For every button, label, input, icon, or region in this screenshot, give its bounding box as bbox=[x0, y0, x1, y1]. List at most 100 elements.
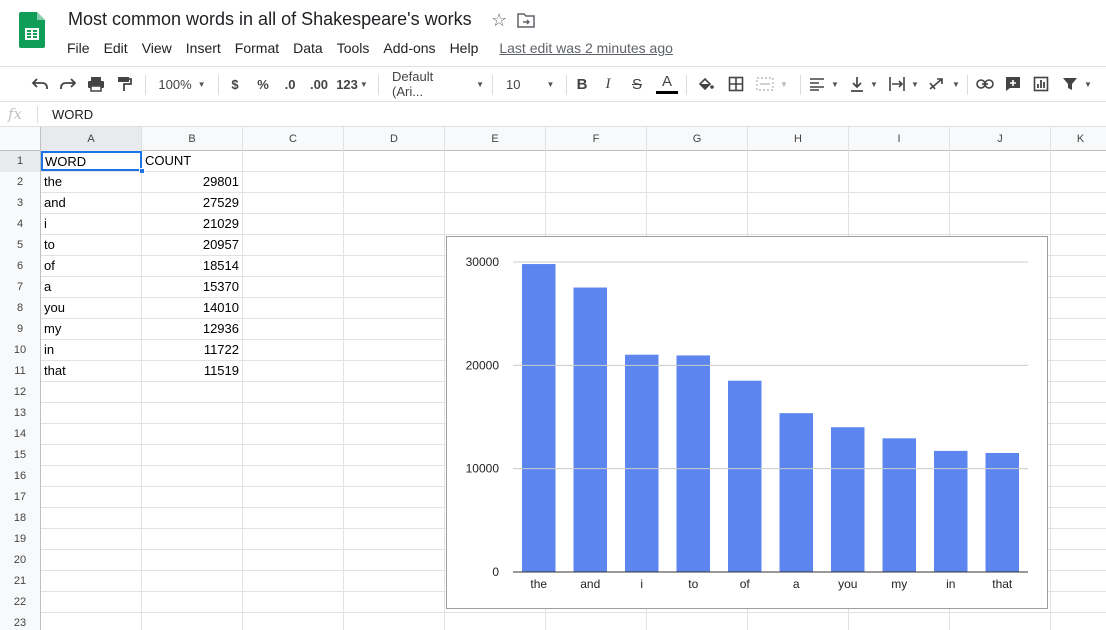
cell-d16[interactable] bbox=[344, 466, 445, 486]
paint-format-icon[interactable] bbox=[112, 67, 136, 101]
cell-f1[interactable] bbox=[546, 151, 647, 171]
decrease-decimal-button[interactable]: .0 bbox=[284, 76, 296, 92]
cell-e4[interactable] bbox=[445, 214, 546, 234]
cell-b5[interactable]: 20957 bbox=[142, 235, 243, 255]
cell-c4[interactable] bbox=[243, 214, 344, 234]
cell-b2[interactable]: 29801 bbox=[142, 172, 243, 192]
menu-addons[interactable]: Add-ons bbox=[383, 40, 436, 56]
cell-b7[interactable]: 15370 bbox=[142, 277, 243, 297]
cell-a11[interactable]: that bbox=[41, 361, 142, 381]
cell-c7[interactable] bbox=[243, 277, 344, 297]
cell-a3[interactable]: and bbox=[41, 193, 142, 213]
italic-button[interactable]: I bbox=[605, 75, 611, 92]
cell-k9[interactable] bbox=[1051, 319, 1106, 339]
cell-a19[interactable] bbox=[41, 529, 142, 549]
text-rotation-icon[interactable]: ▼ bbox=[926, 67, 962, 101]
menu-view[interactable]: View bbox=[141, 40, 172, 56]
cell-k10[interactable] bbox=[1051, 340, 1106, 360]
cell-c20[interactable] bbox=[243, 550, 344, 570]
cell-j20[interactable] bbox=[950, 550, 1051, 570]
cell-j13[interactable] bbox=[950, 403, 1051, 423]
cell-c10[interactable] bbox=[243, 340, 344, 360]
cell-e2[interactable] bbox=[445, 172, 546, 192]
cell-d5[interactable] bbox=[344, 235, 445, 255]
percent-format-button[interactable]: % bbox=[257, 76, 269, 92]
cell-d23[interactable] bbox=[344, 613, 445, 630]
cell-i2[interactable] bbox=[849, 172, 950, 192]
menu-format[interactable]: Format bbox=[234, 40, 280, 56]
cell-j15[interactable] bbox=[950, 445, 1051, 465]
cell-k13[interactable] bbox=[1051, 403, 1106, 423]
cell-d6[interactable] bbox=[344, 256, 445, 276]
cell-k3[interactable] bbox=[1051, 193, 1106, 213]
cell-d15[interactable] bbox=[344, 445, 445, 465]
cell-a17[interactable] bbox=[41, 487, 142, 507]
cell-d1[interactable] bbox=[344, 151, 445, 171]
move-to-folder-icon[interactable] bbox=[517, 12, 535, 28]
cell-b10[interactable]: 11722 bbox=[142, 340, 243, 360]
cell-c15[interactable] bbox=[243, 445, 344, 465]
cell-j5[interactable] bbox=[950, 235, 1051, 255]
cell-j2[interactable] bbox=[950, 172, 1051, 192]
bar-i[interactable] bbox=[625, 354, 659, 572]
cell-g2[interactable] bbox=[647, 172, 748, 192]
row-header[interactable]: 7 bbox=[0, 277, 41, 298]
cell-b20[interactable] bbox=[142, 550, 243, 570]
bar-chart[interactable]: 0 10000 20000 30000 the and i to of a you my in that bbox=[446, 236, 1048, 609]
cell-a12[interactable] bbox=[41, 382, 142, 402]
column-header-f[interactable]: F bbox=[546, 127, 647, 151]
cell-k20[interactable] bbox=[1051, 550, 1106, 570]
cell-j22[interactable] bbox=[950, 592, 1051, 612]
row-header[interactable]: 14 bbox=[0, 424, 41, 445]
row-header[interactable]: 16 bbox=[0, 466, 41, 487]
text-wrapping-icon[interactable]: ▼ bbox=[886, 67, 922, 101]
insert-comment-icon[interactable] bbox=[1001, 67, 1025, 101]
cell-c3[interactable] bbox=[243, 193, 344, 213]
row-header[interactable]: 8 bbox=[0, 298, 41, 319]
cell-c22[interactable] bbox=[243, 592, 344, 612]
bar-my[interactable] bbox=[882, 438, 916, 572]
cell-i3[interactable] bbox=[849, 193, 950, 213]
cell-f4[interactable] bbox=[546, 214, 647, 234]
cell-a20[interactable] bbox=[41, 550, 142, 570]
cell-j9[interactable] bbox=[950, 319, 1051, 339]
cell-j10[interactable] bbox=[950, 340, 1051, 360]
cell-b13[interactable] bbox=[142, 403, 243, 423]
cell-e3[interactable] bbox=[445, 193, 546, 213]
column-header-d[interactable]: D bbox=[344, 127, 445, 151]
cell-d10[interactable] bbox=[344, 340, 445, 360]
cell-b15[interactable] bbox=[142, 445, 243, 465]
menu-help[interactable]: Help bbox=[449, 40, 479, 56]
fill-color-icon[interactable] bbox=[694, 67, 718, 101]
cell-d8[interactable] bbox=[344, 298, 445, 318]
increase-decimal-button[interactable]: .00 bbox=[309, 76, 329, 92]
cell-b3[interactable]: 27529 bbox=[142, 193, 243, 213]
cell-a13[interactable] bbox=[41, 403, 142, 423]
row-header[interactable]: 9 bbox=[0, 319, 41, 340]
cell-k18[interactable] bbox=[1051, 508, 1106, 528]
bar-that[interactable] bbox=[985, 452, 1019, 572]
cell-b18[interactable] bbox=[142, 508, 243, 528]
cell-b21[interactable] bbox=[142, 571, 243, 591]
cell-j4[interactable] bbox=[950, 214, 1051, 234]
row-header[interactable]: 18 bbox=[0, 508, 41, 529]
cell-k22[interactable] bbox=[1051, 592, 1106, 612]
horizontal-align-icon[interactable]: ▼ bbox=[806, 67, 842, 101]
row-header[interactable]: 6 bbox=[0, 256, 41, 277]
cell-a15[interactable] bbox=[41, 445, 142, 465]
cell-c23[interactable] bbox=[243, 613, 344, 630]
cell-d3[interactable] bbox=[344, 193, 445, 213]
column-header-b[interactable]: B bbox=[142, 127, 243, 151]
cell-c1[interactable] bbox=[243, 151, 344, 171]
column-header-j[interactable]: J bbox=[950, 127, 1051, 151]
strikethrough-button[interactable]: S bbox=[631, 75, 642, 93]
cell-c5[interactable] bbox=[243, 235, 344, 255]
cell-j7[interactable] bbox=[950, 277, 1051, 297]
google-sheets-logo-icon[interactable] bbox=[19, 12, 45, 48]
cell-c12[interactable] bbox=[243, 382, 344, 402]
insert-link-icon[interactable] bbox=[973, 67, 997, 101]
menu-file[interactable]: File bbox=[67, 40, 90, 56]
cell-j19[interactable] bbox=[950, 529, 1051, 549]
document-title[interactable]: Most common words in all of Shakespeare'… bbox=[68, 9, 472, 29]
